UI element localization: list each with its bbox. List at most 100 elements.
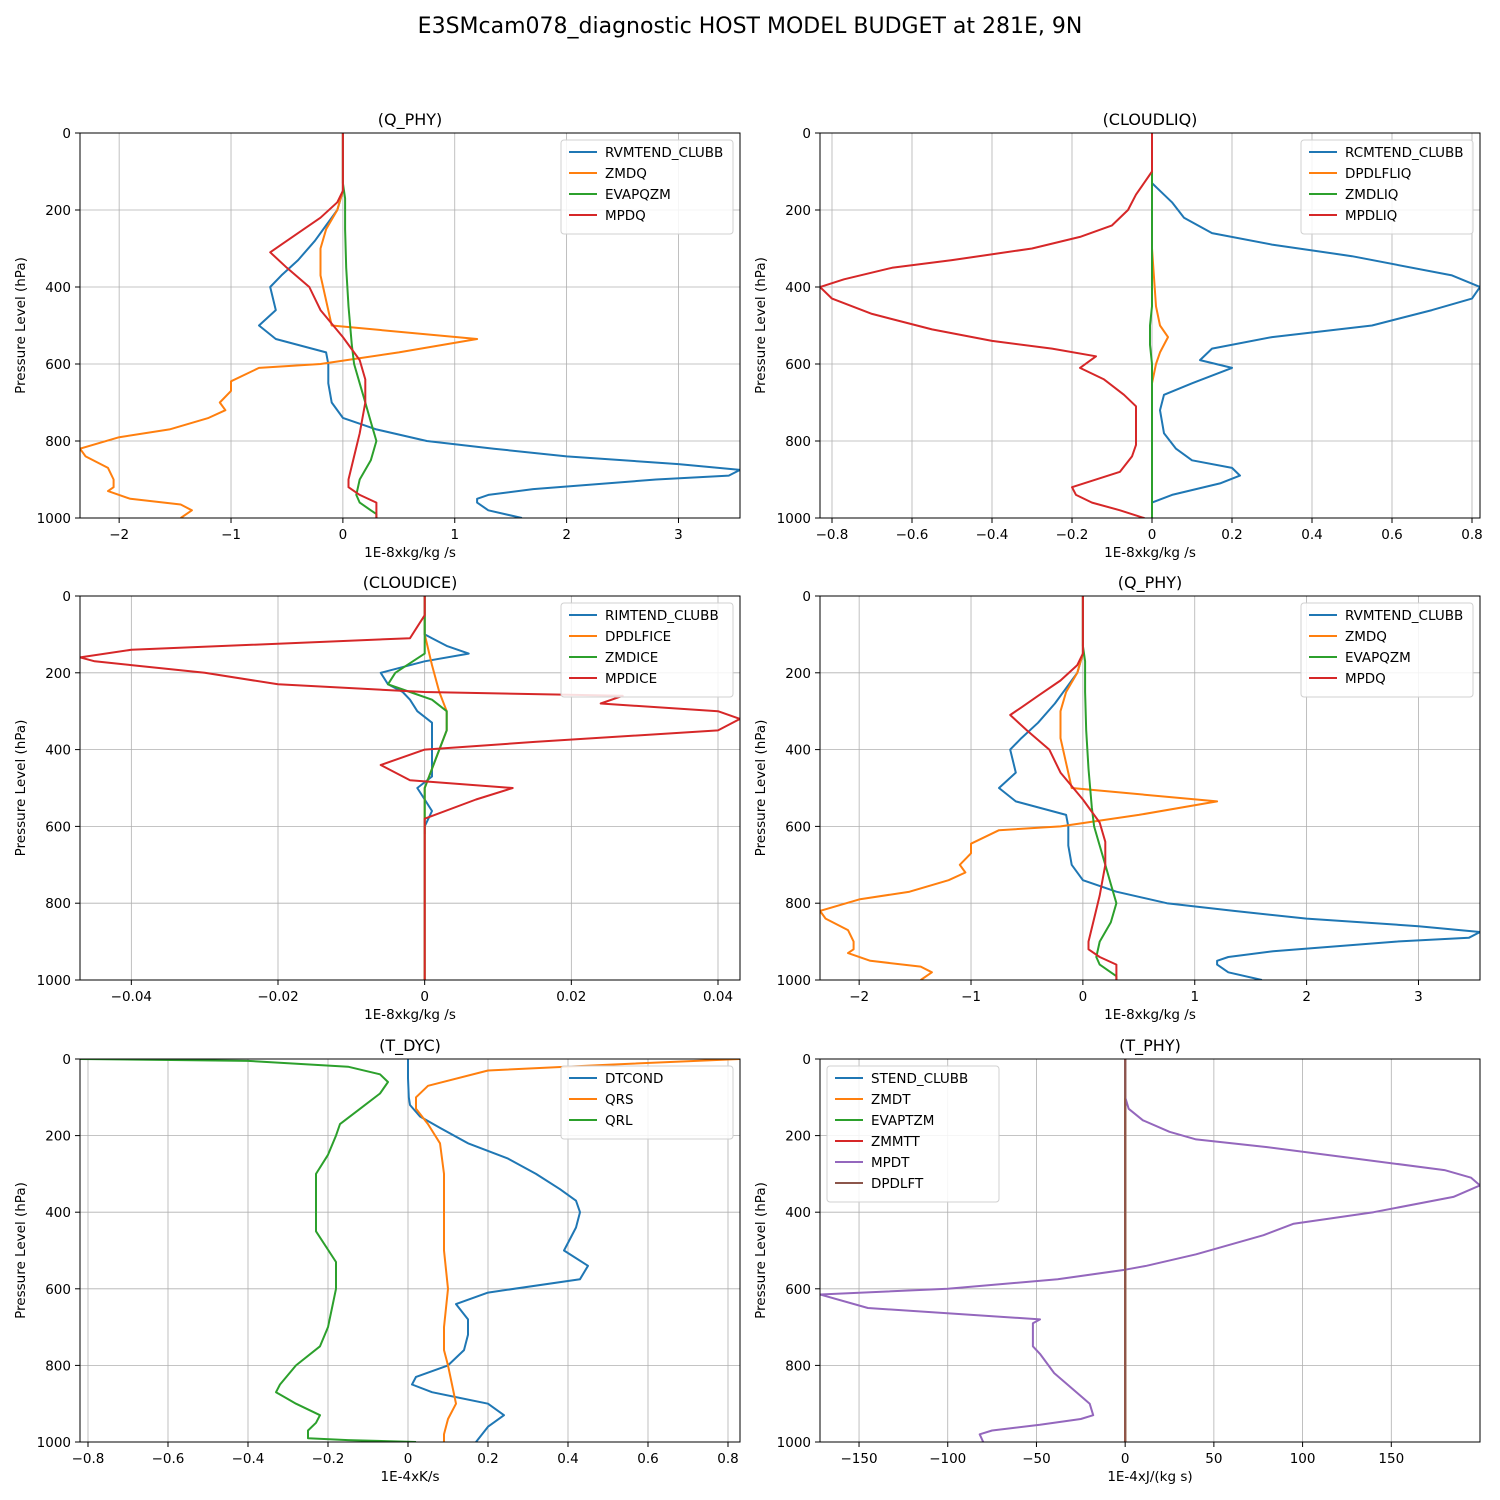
legend-label: EVAPQZM <box>605 187 671 203</box>
y-tick-label: 800 <box>45 1358 71 1374</box>
figure-title: E3SMcam078_diagnostic HOST MODEL BUDGET … <box>417 14 1083 39</box>
legend-label: EVAPQZM <box>1345 650 1411 666</box>
series-line-mpdt <box>820 1059 1480 1442</box>
x-tick-label: 0.02 <box>556 989 586 1005</box>
legend-label: MPDT <box>871 1155 910 1171</box>
x-axis-label: 1E-8xkg/kg /s <box>364 545 456 561</box>
series-line-mpdq <box>269 133 378 518</box>
legend-box <box>1300 602 1474 698</box>
panel-6: −150 −100 −50 0 50 100 150 0 200 400 600 800 1000 (T_… <box>753 1036 1481 1485</box>
panel-1: −2 −1 0 1 2 3 0 200 400 600 800 1000 (Q_PHY) 1E-8xkg/… <box>13 110 741 561</box>
x-tick-label: −0.04 <box>111 989 152 1005</box>
series-line-rvmtend-clubb <box>998 596 1480 980</box>
legend-label: STEND_CLUBB <box>871 1071 968 1087</box>
x-tick-label: 3 <box>1414 989 1423 1005</box>
y-tick-label: 600 <box>785 819 811 835</box>
panel-title: (CLOUDICE) <box>363 573 458 592</box>
legend-label: RVMTEND_CLUBB <box>605 145 723 161</box>
x-tick-label: −0.02 <box>257 989 298 1005</box>
x-tick-label: −1 <box>221 527 241 543</box>
legend-box <box>1300 139 1474 235</box>
legend-box <box>560 139 734 235</box>
y-tick-label: 0 <box>802 589 811 605</box>
series-line-mpdliq <box>820 133 1153 518</box>
panel-4: −2 −1 0 1 2 3 0 200 400 600 800 1000 (Q_PHY) 1E-8xkg/… <box>753 573 1481 1023</box>
legend-label: ZMMTT <box>871 1134 921 1150</box>
y-tick-label: 600 <box>45 819 71 835</box>
legend: RVMTEND_CLUBB ZMDQ EVAPQZM MPDQ <box>560 139 734 235</box>
panel-title: (T_PHY) <box>1119 1036 1181 1056</box>
y-tick-label: 200 <box>785 666 811 682</box>
y-tick-label: 200 <box>45 203 71 219</box>
x-tick-label: −0.2 <box>1056 527 1089 543</box>
plot-frame <box>79 595 741 981</box>
legend: STEND_CLUBB ZMDT EVAPTZM ZMMTT MPDT DPDLFT <box>826 1065 1000 1203</box>
y-tick-label: 1000 <box>37 973 71 989</box>
x-tick-label: −0.2 <box>312 1451 345 1467</box>
legend-label: MPDICE <box>605 671 657 687</box>
x-tick-label: 0.8 <box>717 1451 738 1467</box>
y-tick-label: 200 <box>45 666 71 682</box>
x-tick-label: −0.6 <box>896 527 929 543</box>
series-line-evapqzm <box>1081 596 1118 980</box>
legend-label: RCMTEND_CLUBB <box>1345 145 1463 161</box>
legend: RCMTEND_CLUBB DPDLFLIQ ZMDLIQ MPDLIQ <box>1300 139 1474 235</box>
legend-box <box>826 1065 1000 1203</box>
x-tick-label: −0.8 <box>72 1451 105 1467</box>
y-tick-label: 800 <box>785 434 811 450</box>
x-tick-label: −100 <box>929 1451 966 1467</box>
x-tick-label: −0.6 <box>152 1451 185 1467</box>
y-axis-label: Pressure Level (hPa) <box>13 720 29 857</box>
x-tick-label: 0 <box>1121 1451 1130 1467</box>
y-tick-label: 400 <box>45 1205 71 1221</box>
plot-frame <box>79 1058 741 1443</box>
legend: RVMTEND_CLUBB ZMDQ EVAPQZM MPDQ <box>1300 602 1474 698</box>
x-tick-label: −50 <box>1022 1451 1051 1467</box>
legend-label: RIMTEND_CLUBB <box>605 608 719 624</box>
y-tick-label: 200 <box>45 1129 71 1145</box>
x-tick-label: 0 <box>404 1451 413 1467</box>
x-axis-label: 1E-4xJ/(kg s) <box>1107 1469 1192 1485</box>
x-tick-label: 50 <box>1205 1451 1222 1467</box>
series-line-zmdq <box>820 596 1219 980</box>
x-tick-label: 0.04 <box>703 989 733 1005</box>
series-line-rimtend-clubb <box>379 596 470 835</box>
legend-label: MPDLIQ <box>1345 208 1397 224</box>
legend-label: ZMDQ <box>605 166 647 182</box>
panel-title: (T_DYC) <box>379 1036 441 1056</box>
x-tick-label: 100 <box>1290 1451 1316 1467</box>
x-tick-label: 0.4 <box>1301 527 1322 543</box>
x-tick-label: −0.4 <box>976 527 1009 543</box>
panel-3: −0.04 −0.02 0 0.02 0.04 0 200 400 600 800 1000 (CLO… <box>13 573 741 1023</box>
series-line-mpdq <box>1009 596 1118 980</box>
y-tick-label: 1000 <box>37 1435 71 1451</box>
x-axis-label: 1E-8xkg/kg /s <box>364 1007 456 1023</box>
x-axis-label: 1E-4xK/s <box>380 1469 439 1485</box>
legend-label: ZMDT <box>871 1092 911 1108</box>
panel-title: (CLOUDLIQ) <box>1103 110 1198 129</box>
panel-5: −0.8 −0.6 −0.4 −0.2 0 0.2 0.4 0.6 0.8 0 200 400 600 8… <box>13 1036 741 1485</box>
x-axis-label: 1E-8xkg/kg /s <box>1104 1007 1196 1023</box>
plot-frame <box>819 595 1481 981</box>
y-axis-label: Pressure Level (hPa) <box>753 720 769 857</box>
series-line-zmdliq <box>1149 133 1153 518</box>
y-axis-label: Pressure Level (hPa) <box>13 257 29 394</box>
legend-label: ZMDQ <box>1345 629 1387 645</box>
y-tick-label: 0 <box>62 126 71 142</box>
legend-box <box>560 1065 734 1140</box>
legend: DTCOND QRS QRL <box>560 1065 734 1140</box>
y-tick-label: 800 <box>785 896 811 912</box>
y-tick-label: 400 <box>785 1205 811 1221</box>
x-tick-label: 0 <box>339 527 348 543</box>
x-tick-label: 2 <box>562 527 571 543</box>
series-line-rvmtend-clubb <box>258 133 740 518</box>
series-line-mpdice <box>80 596 740 980</box>
legend-label: ZMDLIQ <box>1345 187 1398 203</box>
panel-title: (Q_PHY) <box>378 110 443 130</box>
x-tick-label: 150 <box>1378 1451 1404 1467</box>
x-tick-label: −2 <box>109 527 129 543</box>
y-tick-label: 800 <box>45 896 71 912</box>
panel-2: −0.8 −0.6 −0.4 −0.2 0 0.2 0.4 0.6 0.8 0 200 400 600 8… <box>753 110 1483 561</box>
y-tick-label: 600 <box>45 357 71 373</box>
y-tick-label: 200 <box>785 1129 811 1145</box>
